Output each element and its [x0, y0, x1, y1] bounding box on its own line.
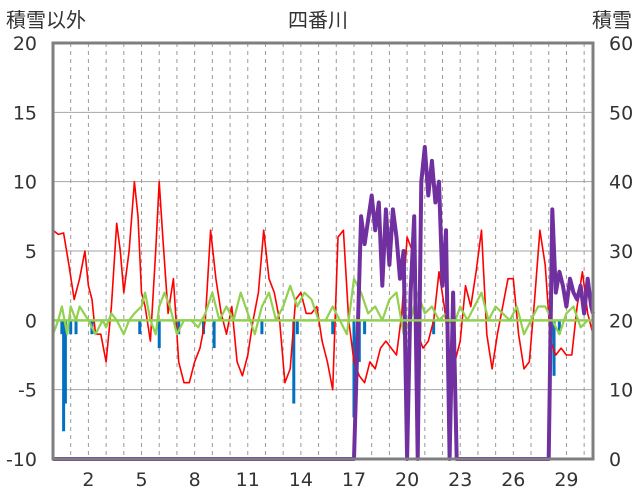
blue-bar — [352, 320, 356, 418]
blue-bar — [177, 320, 181, 335]
right-tick-label: 30 — [609, 241, 633, 263]
blue-bar — [292, 320, 296, 404]
blue-bar — [63, 320, 67, 404]
blue-bar — [260, 320, 264, 335]
blue-bar — [60, 320, 64, 335]
right-tick-label: 10 — [609, 380, 633, 402]
left-tick-label: 5 — [25, 241, 37, 263]
blue-bar — [295, 320, 299, 335]
blue-bar — [62, 320, 66, 432]
blue-bar — [557, 320, 561, 335]
left-tick-label: 15 — [13, 102, 37, 124]
x-tick-label: 29 — [554, 469, 578, 491]
right-tick-label: 40 — [609, 172, 633, 194]
right-tick-label: 50 — [609, 102, 633, 124]
x-tick-label: 8 — [189, 469, 201, 491]
green-series-line — [51, 277, 593, 336]
blue-bar — [552, 320, 556, 376]
blue-bar — [138, 320, 142, 335]
left-axis-label: 積雪以外 — [6, 8, 86, 32]
blue-bar — [331, 320, 335, 335]
blue-bar — [74, 320, 78, 335]
x-tick-label: 11 — [236, 469, 260, 491]
right-tick-label: 0 — [609, 449, 621, 471]
x-tick-label: 20 — [395, 469, 419, 491]
x-tick-label: 2 — [82, 469, 94, 491]
x-tick-label: 17 — [342, 469, 366, 491]
plot-frame — [51, 41, 595, 461]
x-tick-label: 23 — [448, 469, 472, 491]
blue-bar — [363, 320, 367, 335]
right-axis-label: 積雪 — [592, 8, 632, 32]
blue-bar — [69, 320, 73, 335]
purple-series-line — [53, 145, 595, 461]
blue-bar — [212, 320, 216, 349]
x-tick-label: 5 — [135, 469, 147, 491]
right-tick-label: 20 — [609, 310, 633, 332]
blue-bar — [157, 320, 161, 349]
left-tick-label: 0 — [25, 310, 37, 332]
left-tick-label: 20 — [13, 33, 37, 55]
left-tick-label: 10 — [13, 172, 37, 194]
x-tick-label: 14 — [289, 469, 313, 491]
left-tick-label: -5 — [18, 380, 37, 402]
right-tick-label: 60 — [609, 33, 633, 55]
chart-title: 四番川 — [288, 8, 348, 32]
blue-bar — [432, 320, 436, 335]
left-tick-label: -10 — [6, 449, 37, 471]
x-tick-label: 26 — [501, 469, 525, 491]
